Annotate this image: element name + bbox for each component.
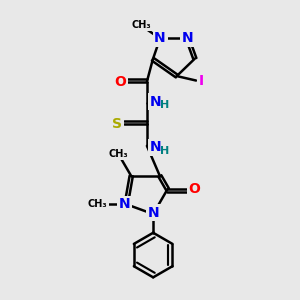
Text: H: H: [160, 100, 169, 110]
Text: N: N: [119, 197, 130, 211]
Text: N: N: [149, 94, 161, 109]
Text: N: N: [182, 32, 193, 46]
Text: N: N: [149, 140, 161, 154]
Text: H: H: [160, 146, 169, 156]
Text: CH₃: CH₃: [109, 149, 128, 159]
Text: N: N: [154, 32, 166, 46]
Text: O: O: [188, 182, 200, 196]
Text: I: I: [199, 74, 204, 88]
Text: CH₃: CH₃: [88, 199, 107, 209]
Text: N: N: [147, 206, 159, 220]
Text: S: S: [112, 117, 122, 131]
Text: O: O: [114, 75, 126, 88]
Text: CH₃: CH₃: [131, 20, 151, 30]
